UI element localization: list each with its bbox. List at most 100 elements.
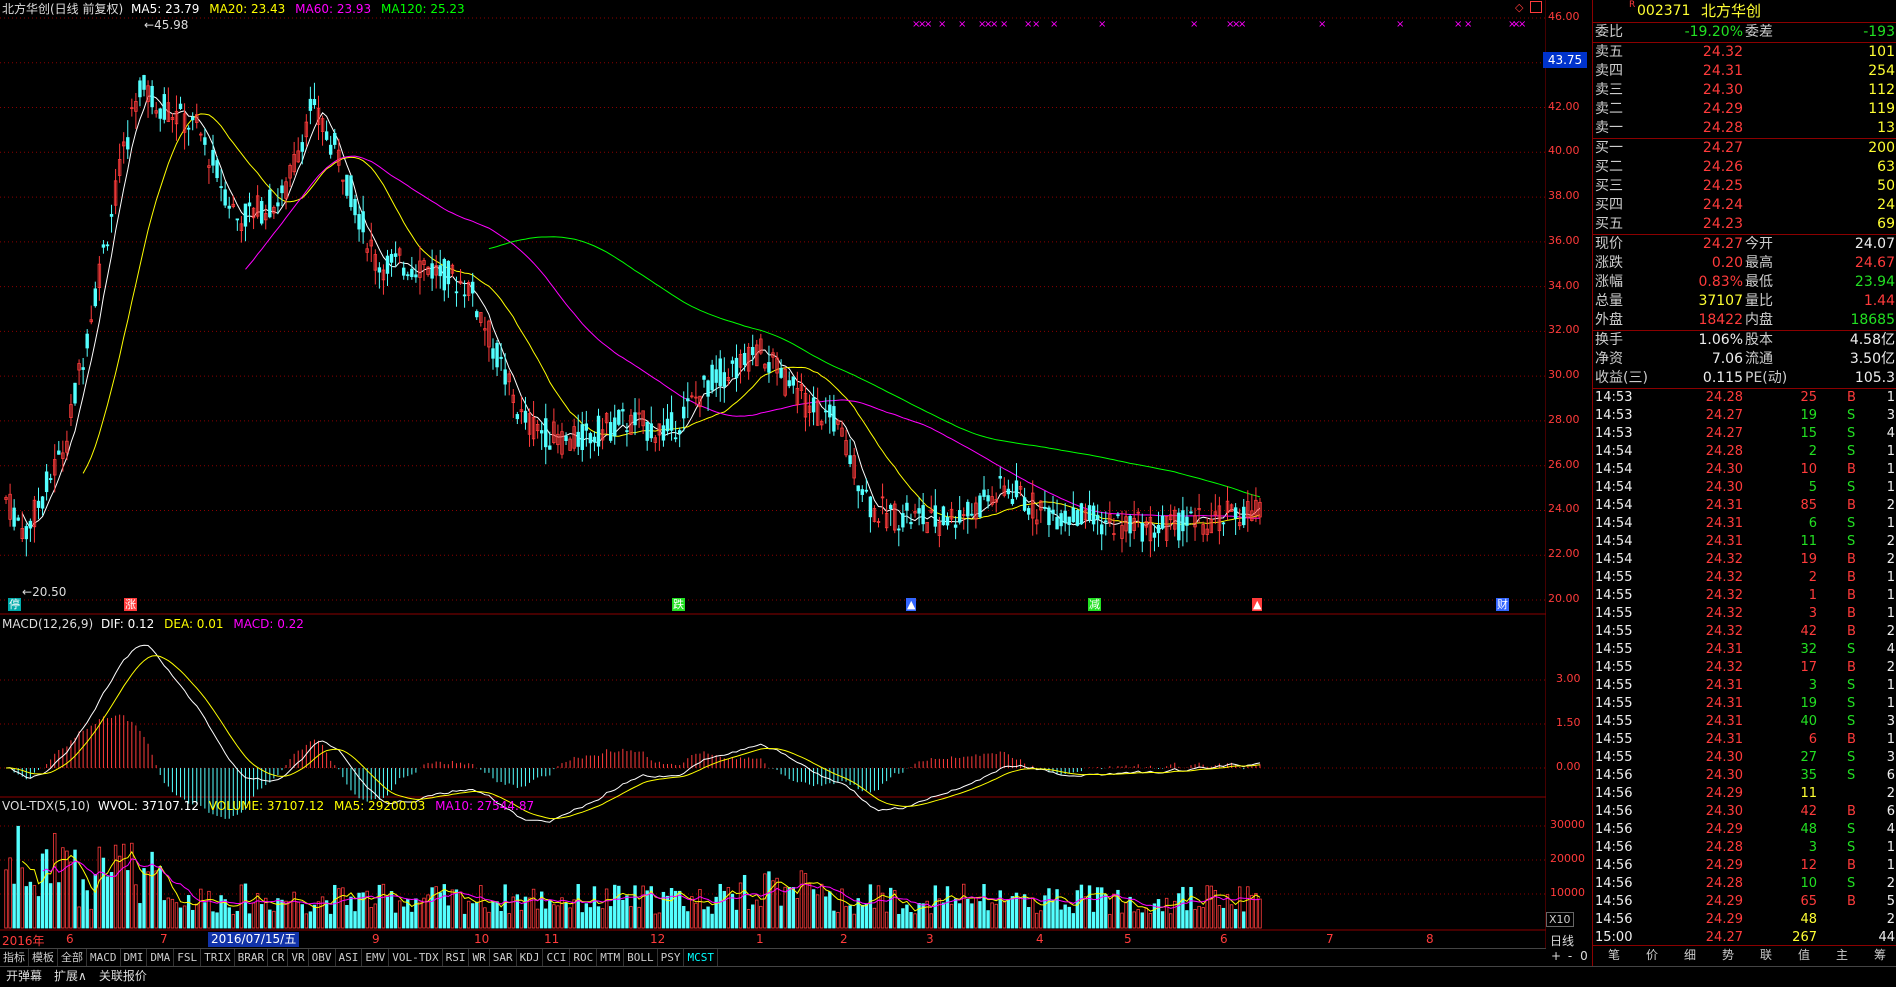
zoom-button-0[interactable]: + xyxy=(1550,949,1562,963)
tick-count: 3 xyxy=(1886,714,1895,729)
price-tick-label: 28.00 xyxy=(1548,412,1580,426)
volume-bar xyxy=(1071,913,1075,929)
buy-row[interactable]: 买五 24.23 69 xyxy=(1593,215,1896,234)
candle-body xyxy=(604,413,609,424)
event-marker-4[interactable]: 减 xyxy=(1088,598,1101,611)
indicator-tab-obv[interactable]: OBV xyxy=(309,949,336,966)
tick-price: 24.32 xyxy=(1705,606,1743,621)
indicator-tab-brar[interactable]: BRAR xyxy=(235,949,269,966)
sell-row[interactable]: 卖三 24.30 112 xyxy=(1593,81,1896,100)
indicator-tab-指标[interactable]: 指标 xyxy=(0,949,29,966)
event-marker-2[interactable]: 跌 xyxy=(672,598,685,611)
tick-time: 14:55 xyxy=(1595,678,1633,693)
indicator-tab-模板[interactable]: 模板 xyxy=(29,949,58,966)
zoom-button-1[interactable]: - xyxy=(1567,949,1573,963)
sell-label: 卖三 xyxy=(1595,82,1623,98)
restore-icon[interactable]: ◇ xyxy=(1515,1,1524,14)
sell-row[interactable]: 卖四 24.31 254 xyxy=(1593,62,1896,81)
event-marker-5[interactable]: ▲ xyxy=(1252,598,1263,611)
indicator-tab-wr[interactable]: WR xyxy=(469,949,490,966)
indicator-tab-cci[interactable]: CCI xyxy=(543,949,571,966)
candle-body xyxy=(304,121,309,138)
indicator-tab-asi[interactable]: ASI xyxy=(336,949,363,966)
bottom-button-1[interactable]: 扩展∧ xyxy=(54,969,87,983)
indicator-tab-dma[interactable]: DMA xyxy=(147,949,175,966)
tick-row: 14:54 24.28 2 S 1 xyxy=(1593,443,1896,461)
indicator-tab-全部[interactable]: 全部 xyxy=(58,949,87,966)
event-marker-3[interactable]: ▲ xyxy=(906,598,917,611)
period-label[interactable]: 日线 xyxy=(1550,934,1575,948)
panel-tab-6[interactable]: 主 xyxy=(1835,948,1848,962)
candle-body xyxy=(349,175,353,208)
tick-list[interactable]: 14:53 24.28 25 B 1 14:53 24.27 19 S 3 14:5… xyxy=(1593,389,1896,947)
kline-chart[interactable]: ××× × × ××× × × × × × × ××× × × × × ××× xyxy=(0,0,1546,948)
window-toggle-icon[interactable] xyxy=(1530,1,1542,13)
volume-bar xyxy=(535,908,540,929)
candle-body xyxy=(519,409,524,413)
candle-body xyxy=(73,382,77,404)
indicator-tab-kdj[interactable]: KDJ xyxy=(517,949,544,966)
indicator-tab-boll[interactable]: BOLL xyxy=(624,949,658,966)
indicator-tab-emv[interactable]: EMV xyxy=(362,949,390,966)
indicator-tab-rsi[interactable]: RSI xyxy=(443,949,470,966)
indicator-tab-fsl[interactable]: FSL xyxy=(174,949,202,966)
volume-bar xyxy=(162,900,166,929)
fund-label: 净资 xyxy=(1595,351,1623,367)
tick-time: 14:53 xyxy=(1595,408,1633,423)
sell-row[interactable]: 卖五 24.32 101 xyxy=(1593,43,1896,62)
buy-price: 24.26 xyxy=(1702,159,1743,175)
buy-row[interactable]: 买三 24.25 50 xyxy=(1593,177,1896,196)
tick-time: 14:55 xyxy=(1595,642,1633,657)
event-marker-6[interactable]: 财 xyxy=(1496,598,1509,611)
volume-bar xyxy=(365,890,369,929)
candle-body xyxy=(1018,486,1023,490)
indicator-tab-vr[interactable]: VR xyxy=(288,949,309,966)
indicator-tab-dmi[interactable]: DMI xyxy=(121,949,148,966)
stat-label: 量比 xyxy=(1745,293,1773,309)
panel-tab-3[interactable]: 势 xyxy=(1721,948,1734,962)
event-marker-1[interactable]: 涨 xyxy=(124,598,137,611)
panel-tab-4[interactable]: 联 xyxy=(1759,948,1772,962)
buy-row[interactable]: 买二 24.26 63 xyxy=(1593,158,1896,177)
event-marker-0[interactable]: 停 xyxy=(8,598,21,611)
buy-row[interactable]: 买一 24.27 200 xyxy=(1593,139,1896,158)
indicator-tab-macd[interactable]: MACD xyxy=(87,949,121,966)
fund-label: 收益(三) xyxy=(1595,370,1648,386)
indicator-tab-trix[interactable]: TRIX xyxy=(201,949,235,966)
indicator-tab-roc[interactable]: ROC xyxy=(570,949,598,966)
panel-tab-5[interactable]: 值 xyxy=(1797,948,1810,962)
bottom-button-2[interactable]: 关联报价 xyxy=(98,969,147,983)
zoom-button-2[interactable]: 0 xyxy=(1580,949,1588,963)
indicator-tab-mtm[interactable]: MTM xyxy=(597,949,625,966)
indicator-tab-mcst[interactable]: MCST xyxy=(684,949,718,966)
tick-row: 14:55 24.32 3 B 1 xyxy=(1593,605,1896,623)
candle-body xyxy=(1132,517,1136,531)
indicator-tab-vol-tdx[interactable]: VOL-TDX xyxy=(389,949,443,966)
buy-row[interactable]: 买四 24.24 24 xyxy=(1593,196,1896,215)
sell-row[interactable]: 卖二 24.29 119 xyxy=(1593,100,1896,119)
volume-bar xyxy=(20,867,24,929)
candle-body xyxy=(1091,505,1096,525)
volume-bar xyxy=(483,907,487,929)
volume-bar xyxy=(584,903,589,929)
stat-label: 涨跌 xyxy=(1595,255,1623,271)
tick-row: 14:56 24.29 48 S 4 xyxy=(1593,821,1896,839)
tick-volume: 5 xyxy=(1808,480,1817,495)
tick-count: 1 xyxy=(1886,444,1895,459)
panel-tab-0[interactable]: 笔 xyxy=(1607,948,1620,962)
volume-bar xyxy=(880,892,885,929)
bottom-button-0[interactable]: 开弹幕 xyxy=(6,969,43,983)
tick-price: 24.32 xyxy=(1705,570,1743,585)
volume-bar xyxy=(1173,900,1177,929)
panel-tab-2[interactable]: 细 xyxy=(1683,948,1696,962)
tick-time: 14:55 xyxy=(1595,714,1633,729)
stat-label: 涨幅 xyxy=(1595,274,1623,290)
panel-tab-7[interactable]: 筹 xyxy=(1873,948,1886,962)
volume-bar xyxy=(227,907,231,929)
volume-bar xyxy=(199,888,203,929)
indicator-tab-psy[interactable]: PSY xyxy=(658,949,685,966)
indicator-tab-cr[interactable]: CR xyxy=(268,949,289,966)
indicator-tab-sar[interactable]: SAR xyxy=(490,949,517,966)
panel-tab-1[interactable]: 价 xyxy=(1645,948,1658,962)
sell-row[interactable]: 卖一 24.28 13 xyxy=(1593,119,1896,138)
